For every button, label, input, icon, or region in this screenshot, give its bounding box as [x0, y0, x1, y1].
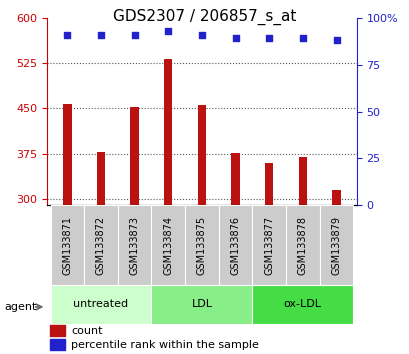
Point	[97, 32, 104, 38]
Text: GSM133875: GSM133875	[196, 216, 207, 275]
Text: GSM133879: GSM133879	[331, 216, 341, 275]
Text: LDL: LDL	[191, 299, 212, 309]
Bar	[50, 325, 65, 336]
Bar	[50, 285, 151, 324]
Text: GSM133872: GSM133872	[96, 216, 106, 275]
Bar	[319, 205, 353, 285]
Text: GSM133878: GSM133878	[297, 216, 307, 275]
Bar	[285, 205, 319, 285]
Text: GSM133874: GSM133874	[163, 216, 173, 275]
Bar	[84, 205, 117, 285]
Text: untreated: untreated	[73, 299, 128, 309]
Bar	[264, 163, 273, 205]
Bar	[231, 153, 239, 205]
Bar	[252, 285, 353, 324]
Point	[265, 35, 272, 41]
Text: ox-LDL: ox-LDL	[283, 299, 321, 309]
Bar	[97, 152, 105, 205]
Point	[198, 32, 205, 38]
Bar	[63, 104, 71, 205]
Text: GSM133877: GSM133877	[263, 216, 274, 275]
Text: GSM133871: GSM133871	[62, 216, 72, 275]
Bar	[197, 105, 206, 205]
Text: count: count	[71, 326, 103, 336]
Bar	[151, 205, 184, 285]
Text: agent: agent	[4, 302, 36, 312]
Text: percentile rank within the sample: percentile rank within the sample	[71, 340, 258, 350]
Bar	[117, 205, 151, 285]
Point	[333, 38, 339, 43]
Text: GDS2307 / 206857_s_at: GDS2307 / 206857_s_at	[113, 9, 296, 25]
Point	[232, 35, 238, 41]
Bar	[151, 285, 252, 324]
Bar	[50, 205, 84, 285]
Bar	[218, 205, 252, 285]
Point	[164, 28, 171, 34]
Point	[299, 35, 306, 41]
Point	[64, 32, 70, 38]
Bar	[164, 59, 172, 205]
Text: GSM133876: GSM133876	[230, 216, 240, 275]
Bar	[252, 205, 285, 285]
Text: GSM133873: GSM133873	[129, 216, 139, 275]
Bar	[50, 339, 65, 350]
Bar	[298, 157, 306, 205]
Bar	[332, 190, 340, 205]
Point	[131, 32, 137, 38]
Bar	[130, 107, 139, 205]
Bar	[184, 205, 218, 285]
